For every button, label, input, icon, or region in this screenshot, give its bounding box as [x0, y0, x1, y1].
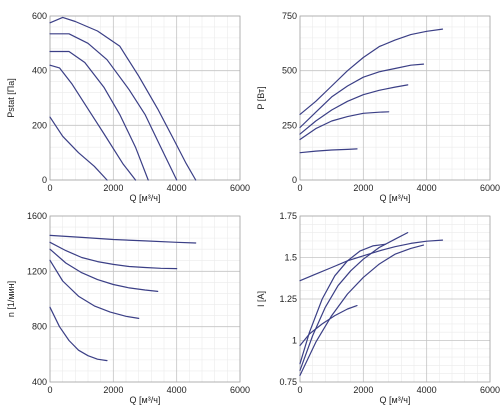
- power-y-axis-label: P [Вт]: [256, 86, 266, 109]
- current-series-line-5: [299, 305, 358, 347]
- power-series-line-1: [299, 28, 444, 115]
- pstat-x-axis-label: Q [м³/ч]: [130, 193, 161, 203]
- speed-x-tick-label: 6000: [230, 385, 250, 395]
- speed-series-line-4: [49, 259, 140, 319]
- speed-x-tick-label: 2000: [103, 385, 123, 395]
- current-x-tick-label: 2000: [353, 385, 373, 395]
- power-series-line-4: [299, 111, 390, 141]
- current-x-tick-label: 6000: [480, 385, 500, 395]
- speed-series-line-3: [49, 248, 159, 292]
- pstat-series-line-1: [49, 16, 197, 181]
- chart-panel-power: 0 2000 4000 6000 0 250 500 750 Q [м³/ч] P [Вт]: [256, 11, 500, 203]
- pstat-y-tick-label: 0: [42, 175, 47, 185]
- current-plot-frame: [299, 215, 491, 383]
- current-y-tick-label: 1.25: [279, 294, 297, 304]
- current-series-line-4: [299, 243, 387, 365]
- speed-series-line-1: [49, 234, 197, 244]
- pstat-grid: [49, 15, 241, 181]
- power-y-tick-label: 750: [282, 11, 297, 21]
- speed-y-axis-label: n [1/мин]: [6, 281, 16, 317]
- current-grid: [299, 215, 491, 383]
- power-y-tick-label: 500: [282, 66, 297, 76]
- current-y-axis-label: I [A]: [256, 291, 266, 307]
- speed-x-tick-label: 0: [47, 385, 52, 395]
- current-series-line-3: [299, 232, 409, 371]
- chart-panel-current: 0 2000 4000 6000 0.75 1 1.25 1.5 1.75 Q [м³/ч] I […: [256, 211, 500, 405]
- current-y-tick-label: 1: [292, 336, 297, 346]
- pstat-series-line-5: [49, 116, 108, 181]
- current-x-tick-label: 4000: [417, 385, 437, 395]
- pstat-x-tick-label: 0: [47, 183, 52, 193]
- current-x-axis-label: Q [м³/ч]: [380, 395, 411, 405]
- current-y-tick-label: 1.75: [279, 211, 297, 221]
- current-y-tick-label: 1.5: [284, 253, 297, 263]
- power-series-line-2: [299, 63, 425, 129]
- pstat-x-tick-label: 2000: [103, 183, 123, 193]
- power-y-tick-label: 0: [292, 175, 297, 185]
- pstat-x-tick-label: 4000: [167, 183, 187, 193]
- pstat-y-tick-label: 600: [32, 11, 47, 21]
- pstat-y-tick-label: 200: [32, 120, 47, 130]
- power-y-tick-label: 250: [282, 120, 297, 130]
- speed-x-tick-label: 4000: [167, 385, 187, 395]
- speed-series-line-5: [49, 306, 108, 362]
- pstat-series-line-2: [49, 33, 178, 181]
- speed-y-tick-label: 1200: [27, 266, 47, 276]
- pstat-plot-frame: [49, 15, 241, 181]
- power-x-axis-label: Q [м³/ч]: [380, 193, 411, 203]
- chart-panel-speed: 0 2000 4000 6000 400 800 1200 1600 Q [м³/ч] n [1/…: [6, 211, 250, 405]
- power-x-tick-label: 4000: [417, 183, 437, 193]
- pstat-x-tick-label: 6000: [230, 183, 250, 193]
- power-plot-frame: [299, 15, 491, 181]
- pstat-series-line-4: [49, 64, 137, 181]
- current-series-line-2: [299, 244, 425, 376]
- speed-y-tick-label: 400: [32, 377, 47, 387]
- power-x-tick-label: 6000: [480, 183, 500, 193]
- power-series-line-3: [299, 84, 409, 135]
- current-y-tick-label: 0.75: [279, 377, 297, 387]
- pstat-y-axis-label: Pstat [Па]: [6, 78, 16, 118]
- pstat-y-tick-label: 400: [32, 66, 47, 76]
- speed-x-axis-label: Q [м³/ч]: [130, 395, 161, 405]
- speed-series-line-2: [49, 241, 178, 270]
- power-x-tick-label: 0: [297, 183, 302, 193]
- pstat-series-line-3: [49, 50, 149, 181]
- speed-y-tick-label: 800: [32, 322, 47, 332]
- power-grid: [299, 15, 491, 181]
- power-x-tick-label: 2000: [353, 183, 373, 193]
- chart-panel-pstat: 0 2000 4000 6000 0 200 400 600 Q [м³/ч] Pstat [Па…: [6, 11, 250, 203]
- speed-plot-frame: [49, 215, 241, 383]
- power-series-line-5: [299, 148, 358, 154]
- speed-y-tick-label: 1600: [27, 211, 47, 221]
- current-x-tick-label: 0: [297, 385, 302, 395]
